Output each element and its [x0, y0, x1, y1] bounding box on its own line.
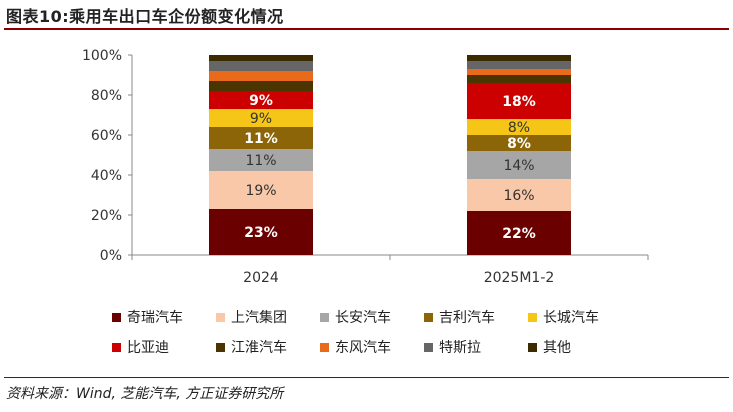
- data-label: 11%: [244, 131, 278, 147]
- bar-segment: [467, 61, 571, 69]
- source-note: 资料来源：Wind, 芝能汽车, 方正证券研究所: [6, 386, 284, 402]
- legend-label: 长安汽车: [335, 310, 391, 326]
- data-label: 18%: [502, 94, 536, 110]
- legend-item: 特斯拉: [424, 337, 528, 357]
- data-label: 19%: [245, 183, 276, 199]
- data-label: 8%: [507, 136, 531, 152]
- legend-item: 其他: [528, 337, 632, 357]
- legend-label: 其他: [543, 340, 571, 356]
- source-divider: [4, 377, 729, 378]
- data-label: 14%: [503, 158, 534, 174]
- bar-segment: [467, 151, 571, 179]
- x-tick-label: 2025M1-2: [484, 270, 555, 286]
- legend-swatch: [424, 312, 433, 322]
- legend-row-2: 比亚迪 江淮汽车 东风汽车 特斯拉 其他: [112, 332, 672, 362]
- legend-item: 江淮汽车: [216, 337, 320, 357]
- legend-swatch: [528, 312, 537, 322]
- bar-segment: [209, 109, 313, 127]
- bar-segment: [467, 83, 571, 119]
- data-label: 8%: [508, 120, 530, 136]
- legend-swatch: [112, 312, 121, 322]
- bar-segment: [209, 209, 313, 255]
- bar-segment: [467, 179, 571, 211]
- legend-swatch: [424, 342, 433, 352]
- legend-item: 奇瑞汽车: [112, 307, 216, 327]
- bar-segment: [209, 61, 313, 71]
- bar-segment: [467, 75, 571, 83]
- legend-item: 吉利汽车: [424, 307, 528, 327]
- bar-segment: [209, 71, 313, 81]
- title-divider: [4, 28, 729, 30]
- data-label: 23%: [244, 225, 278, 241]
- bar-segment: [209, 91, 313, 109]
- bar-segment: [467, 55, 571, 61]
- bar-segment: [209, 171, 313, 209]
- y-tick-label: 40%: [91, 168, 122, 184]
- legend-swatch: [216, 342, 225, 352]
- legend-label: 奇瑞汽车: [127, 310, 183, 326]
- legend-item: 长城汽车: [528, 307, 632, 327]
- legend-label: 特斯拉: [439, 340, 481, 356]
- legend-swatch: [112, 342, 121, 352]
- bar-segment: [467, 211, 571, 255]
- legend-row-1: 奇瑞汽车 上汽集团 长安汽车 吉利汽车 长城汽车: [112, 302, 672, 332]
- legend-label: 长城汽车: [543, 310, 599, 326]
- bar-segment: [209, 149, 313, 171]
- bar-segment: [209, 81, 313, 91]
- stacked-bar-chart: 0% 20% 40% 60% 80% 100% 2024 23% 19% 11% 11% 9% 9% 20…: [82, 48, 649, 286]
- legend-item: 比亚迪: [112, 337, 216, 357]
- y-tick-label: 0%: [100, 248, 122, 264]
- legend-label: 江淮汽车: [231, 340, 287, 356]
- legend-label: 吉利汽车: [439, 310, 495, 326]
- y-tick-label: 60%: [91, 128, 122, 144]
- bar-segment: [467, 135, 571, 151]
- data-label: 9%: [250, 111, 272, 127]
- data-label: 16%: [503, 188, 534, 204]
- legend-swatch: [320, 312, 329, 322]
- bar-segment: [209, 127, 313, 149]
- legend: 奇瑞汽车 上汽集团 长安汽车 吉利汽车 长城汽车 比亚迪 江淮汽车 东风汽车 特…: [112, 302, 672, 362]
- data-label: 9%: [249, 93, 273, 109]
- legend-label: 东风汽车: [335, 340, 391, 356]
- legend-swatch: [528, 342, 537, 352]
- legend-label: 上汽集团: [231, 310, 287, 326]
- bar-segment: [467, 69, 571, 75]
- data-label: 22%: [502, 226, 536, 242]
- legend-swatch: [320, 342, 329, 352]
- y-tick-label: 80%: [91, 88, 122, 104]
- chart-title: 图表10:乘用车出口车企份额变化情况: [6, 7, 284, 26]
- y-tick-label: 20%: [91, 208, 122, 224]
- x-tick-label: 2024: [243, 270, 279, 286]
- bar-segment: [209, 55, 313, 61]
- legend-item: 长安汽车: [320, 307, 424, 327]
- bar-segment: [467, 119, 571, 135]
- legend-label: 比亚迪: [127, 340, 169, 356]
- legend-swatch: [216, 312, 225, 322]
- legend-item: 东风汽车: [320, 337, 424, 357]
- y-tick-label: 100%: [82, 48, 122, 64]
- data-label: 11%: [245, 153, 276, 169]
- legend-item: 上汽集团: [216, 307, 320, 327]
